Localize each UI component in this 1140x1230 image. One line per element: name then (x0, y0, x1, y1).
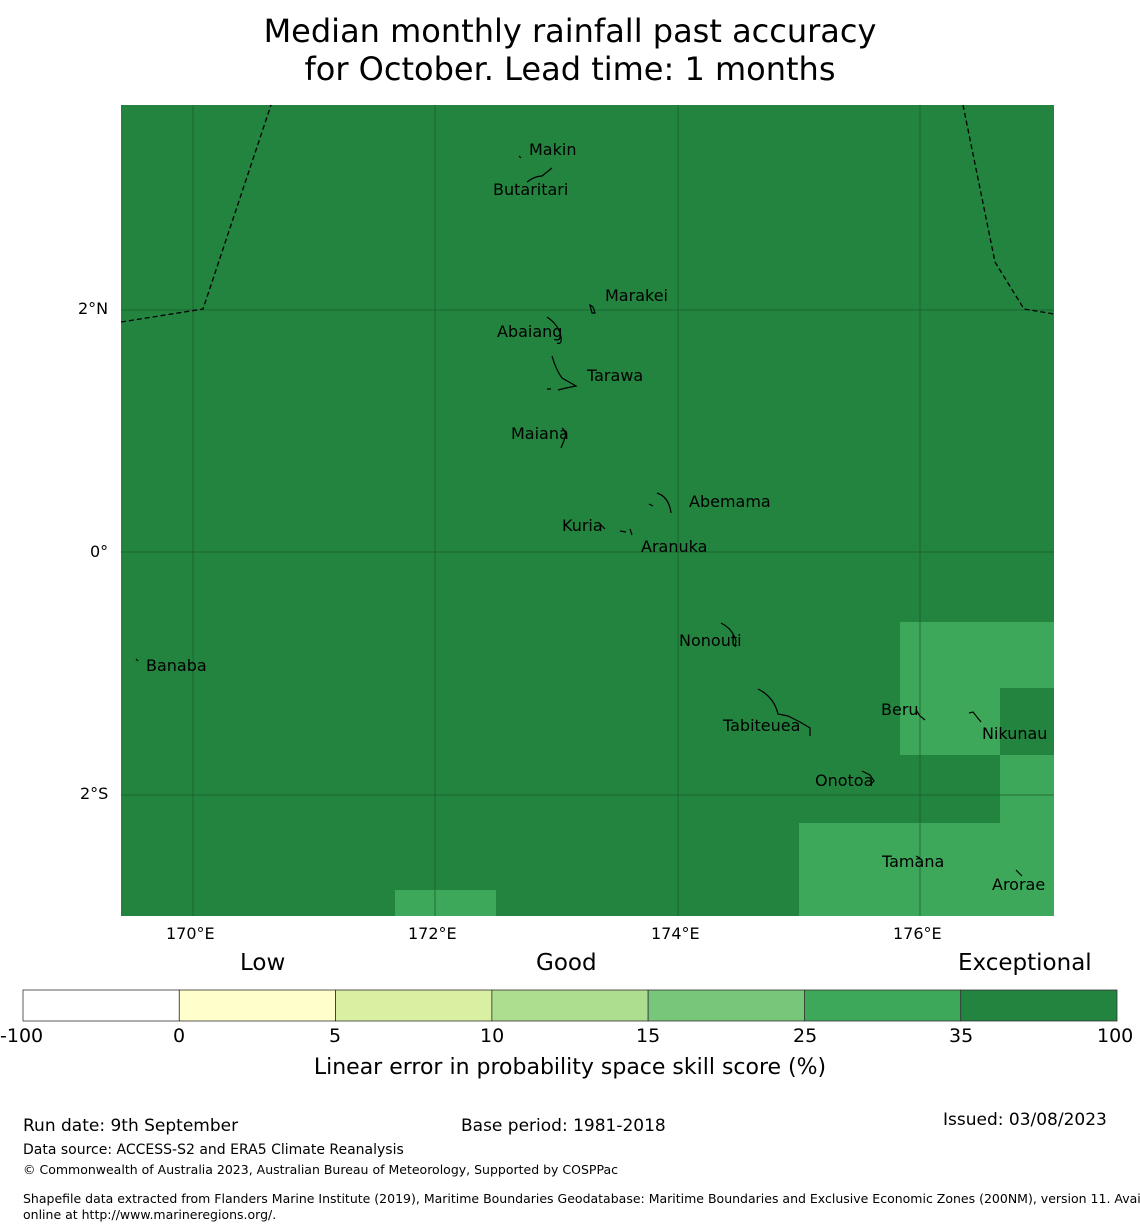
colorbar-label: Linear error in probability space skill … (313, 1055, 827, 1080)
colorbar-segment (22, 989, 180, 1022)
base-period: Base period: 1981-2018 (461, 1116, 666, 1136)
colorbar (22, 989, 1118, 1022)
colorbar-segment (960, 989, 1118, 1022)
island-label-abemama: Abemama (689, 492, 771, 511)
island-label-nikunau: Nikunau (982, 724, 1048, 743)
shapefile-credit-line-1: Shapefile data extracted from Flanders M… (23, 1191, 1140, 1206)
eez-boundaries (120, 104, 1055, 323)
lon-label-170e: 170°E (166, 924, 215, 943)
colorbar-segment (804, 989, 962, 1022)
chart-title-line-2: for October. Lead time: 1 months (304, 50, 836, 88)
lon-label-172e: 172°E (408, 924, 457, 943)
island-label-aranuka: Aranuka (641, 537, 708, 556)
lat-label-0: 0° (90, 542, 109, 561)
legend-category-exceptional: Exceptional (958, 950, 1092, 976)
island-label-marakei: Marakei (605, 286, 668, 305)
copyright: © Commonwealth of Australia 2023, Austra… (23, 1162, 618, 1177)
island-label-banaba: Banaba (146, 656, 207, 675)
run-date: Run date: 9th September (23, 1116, 239, 1136)
shapefile-credit-line-2: online at http://www.marineregions.org/. (23, 1207, 277, 1222)
lon-label-176e: 176°E (893, 924, 942, 943)
island-label-nonouti: Nonouti (679, 631, 742, 650)
colorbar-tick: 5 (329, 1025, 342, 1047)
lighter-cells (395, 622, 1054, 916)
colorbar-segment (335, 989, 493, 1022)
colorbar-tick: 100 (1097, 1025, 1134, 1047)
legend-category-low: Low (240, 950, 286, 976)
colorbar-segment (178, 989, 336, 1022)
colorbar-tick: 25 (793, 1025, 818, 1047)
chart-title-line-1: Median monthly rainfall past accuracy (263, 12, 877, 50)
issued-date: Issued: 03/08/2023 (943, 1110, 1107, 1130)
colorbar-segment (647, 989, 805, 1022)
island-outlines (135, 155, 1023, 877)
island-label-tabiteuea: Tabiteuea (723, 716, 801, 735)
colorbar-tick: -100 (0, 1025, 44, 1047)
island-label-tarawa: Tarawa (587, 366, 644, 385)
skill-cell (1000, 755, 1054, 823)
colorbar-tick: 10 (480, 1025, 505, 1047)
island-label-maiana: Maiana (511, 424, 569, 443)
island-label-tamana: Tamana (882, 852, 945, 871)
island-label-arorae: Arorae (992, 875, 1046, 894)
lon-label-174e: 174°E (651, 924, 700, 943)
skill-cell-dark (1000, 688, 1054, 755)
data-source: Data source: ACCESS-S2 and ERA5 Climate … (23, 1142, 404, 1158)
colorbar-tick: 35 (949, 1025, 974, 1047)
gridlines (121, 105, 1054, 916)
legend-category-good: Good (536, 950, 597, 976)
island-label-butaritari: Butaritari (493, 180, 569, 199)
island-label-kuria: Kuria (562, 516, 603, 535)
island-label-onotoa: Onotoa (815, 771, 874, 790)
colorbar-tick: 15 (636, 1025, 661, 1047)
lat-label-2s: 2°S (80, 784, 109, 803)
colorbar-tick: 0 (173, 1025, 186, 1047)
colorbar-segment (491, 989, 649, 1022)
island-label-abaiang: Abaiang (497, 322, 563, 341)
skill-cell (799, 823, 1054, 916)
map-background (121, 105, 1054, 916)
island-label-makin: Makin (529, 140, 577, 159)
island-label-beru: Beru (881, 700, 919, 719)
skill-cell (395, 890, 496, 916)
lat-label-2n: 2°N (78, 299, 109, 318)
